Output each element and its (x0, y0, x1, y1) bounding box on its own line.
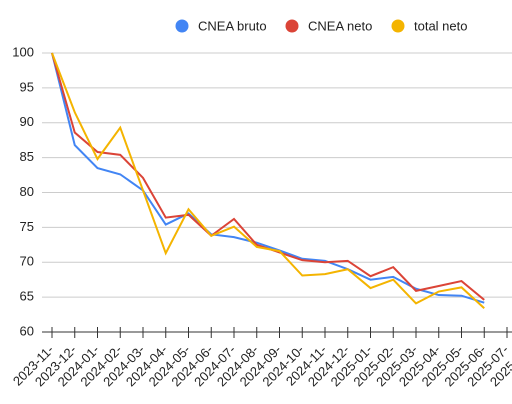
y-tick-label: 70 (20, 254, 34, 269)
y-tick-label: 100 (12, 44, 34, 59)
y-tick-label: 80 (20, 184, 34, 199)
y-tick-label: 95 (20, 79, 34, 94)
legend-label: total neto (414, 18, 468, 33)
legend-label: CNEA bruto (198, 18, 267, 33)
y-tick-label: 60 (20, 323, 34, 338)
series-line (51, 52, 485, 304)
legend-swatch (175, 19, 189, 33)
series-line (51, 52, 485, 310)
series-line (51, 52, 485, 301)
y-tick-label: 90 (20, 114, 34, 129)
legend-swatch (391, 19, 405, 33)
legend-label: CNEA neto (308, 18, 372, 33)
y-tick-label: 85 (20, 149, 34, 164)
legend-swatch (285, 19, 299, 33)
y-tick-label: 75 (20, 219, 34, 234)
y-tick-label: 65 (20, 289, 34, 304)
